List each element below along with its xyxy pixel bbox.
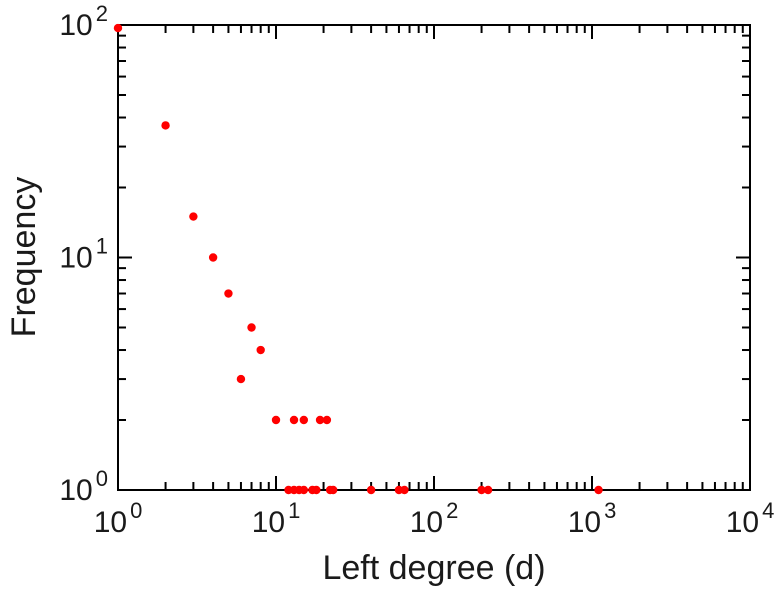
data-point	[312, 485, 321, 495]
x-tick-label: 10 4	[726, 498, 775, 539]
data-point	[113, 23, 123, 33]
data-point	[208, 253, 218, 262]
y-axis-title: Frequency	[5, 176, 43, 338]
y-tick-label: 10 1	[59, 234, 108, 275]
data-point	[161, 121, 170, 130]
data-point	[289, 415, 299, 425]
y-tick-label: 10 2	[59, 1, 108, 42]
data-point	[594, 485, 603, 495]
data-point	[477, 485, 486, 495]
data-point	[189, 212, 198, 221]
data-point	[400, 485, 409, 495]
data-point	[299, 485, 309, 495]
x-tick-label: 10 2	[410, 498, 459, 539]
data-point	[271, 415, 281, 425]
data-point	[224, 289, 233, 298]
data-point	[366, 485, 376, 495]
data-point	[483, 485, 493, 495]
x-tick-label: 10 3	[568, 498, 617, 539]
data-point	[322, 415, 332, 425]
x-axis-title: Left degree (d)	[322, 549, 546, 587]
data-point	[247, 323, 256, 332]
y-tick-label: 10 0	[59, 466, 108, 507]
data-point	[236, 374, 246, 384]
data-point	[315, 415, 325, 425]
data-point	[328, 485, 338, 495]
data-point	[256, 345, 265, 355]
data-point	[299, 415, 309, 425]
x-tick-label: 10 0	[94, 498, 143, 539]
x-tick-label: 10 1	[252, 498, 301, 539]
